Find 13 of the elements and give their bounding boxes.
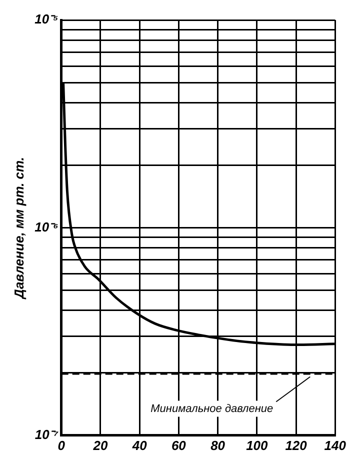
x-tick-label: 20 — [92, 438, 108, 453]
y-axis-title: Давление, мм рт. ст. — [11, 156, 26, 300]
x-tick-label: 120 — [285, 438, 308, 453]
x-tick-label: 140 — [324, 438, 347, 453]
y-tick-label: 10⁻⁷ — [34, 426, 58, 442]
x-tick-label: 40 — [131, 438, 148, 453]
x-tick-label: 100 — [246, 438, 269, 453]
ref-line-label: Минимальное давление — [150, 402, 274, 415]
x-tick-label: 60 — [171, 438, 187, 453]
x-tick-label: 0 — [58, 438, 66, 453]
y-tick-label: 10⁻⁵ — [34, 12, 58, 27]
y-tick-label: 10⁻⁶ — [34, 219, 58, 234]
x-tick-label: 80 — [210, 438, 226, 453]
